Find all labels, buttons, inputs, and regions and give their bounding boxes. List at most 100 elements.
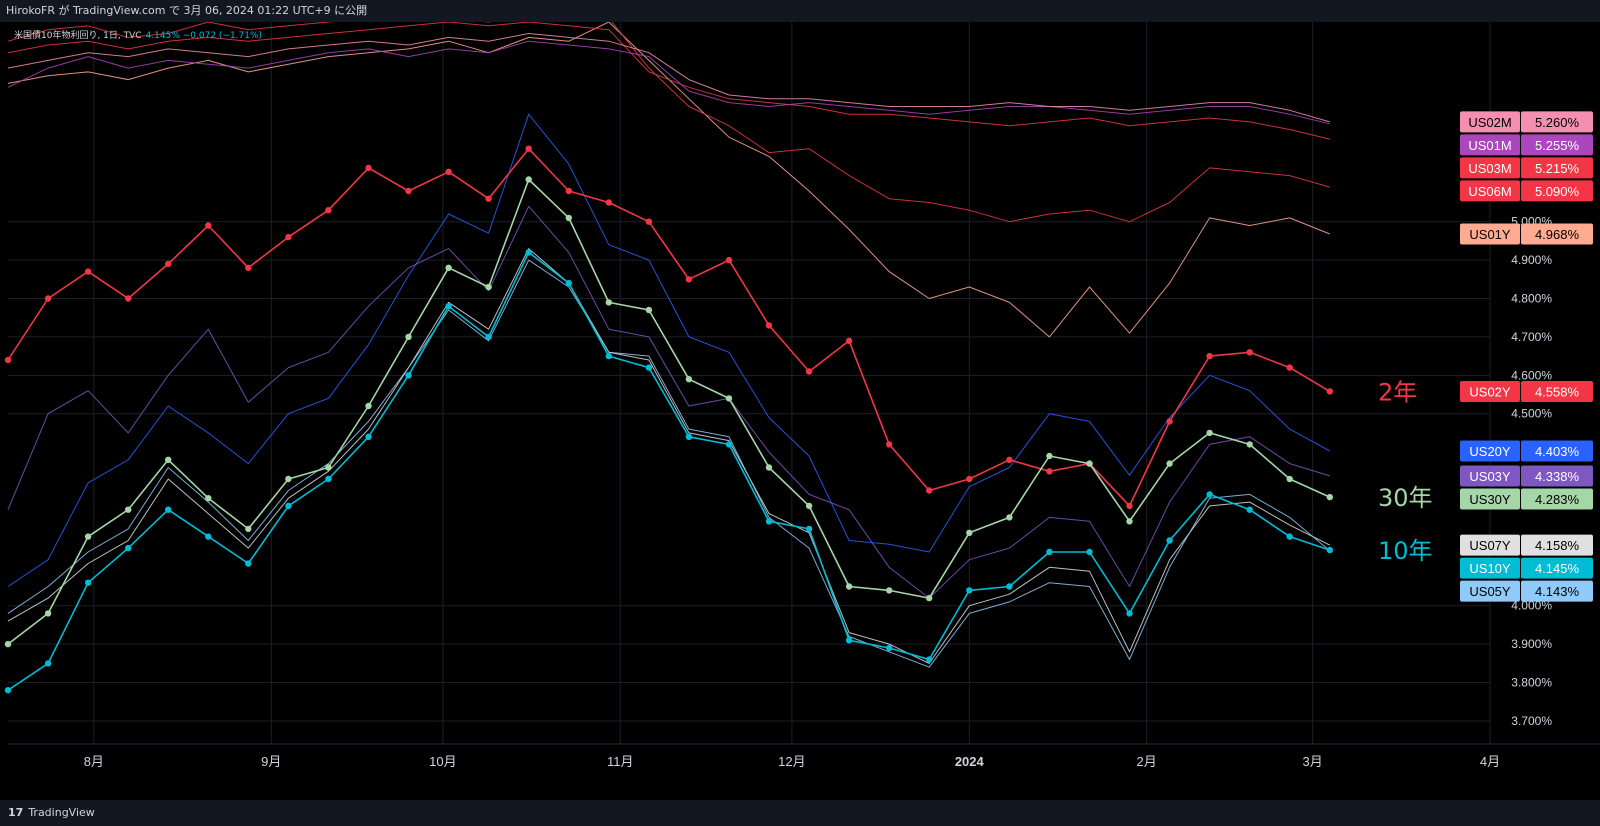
price-label-symbol: US02M bbox=[1468, 115, 1511, 130]
price-label-us02y: US02Y 4.558% bbox=[1460, 380, 1593, 402]
data-point bbox=[165, 260, 172, 268]
data-point bbox=[4, 640, 12, 648]
data-point bbox=[966, 529, 973, 536]
price-label-value: 5.260% bbox=[1535, 115, 1580, 130]
series-line-us05y bbox=[7, 259, 1331, 668]
data-point bbox=[1006, 583, 1013, 590]
price-label-symbol-box bbox=[1460, 157, 1520, 179]
data-point bbox=[645, 306, 653, 314]
price-label-value-box bbox=[1521, 134, 1593, 156]
price-label-us03y: US03Y 4.338% bbox=[1460, 465, 1593, 487]
brand-name[interactable]: TradingView bbox=[28, 806, 95, 819]
series-us06m bbox=[7, 22, 1330, 223]
price-label-value: 5.090% bbox=[1535, 184, 1580, 199]
series-us01m bbox=[7, 40, 1330, 125]
series-line-us30y bbox=[7, 178, 1331, 645]
price-label-value-box bbox=[1521, 580, 1593, 602]
series-us03y bbox=[7, 205, 1330, 599]
series-us30y bbox=[4, 176, 1334, 648]
series-us02y bbox=[4, 145, 1334, 510]
data-point bbox=[805, 525, 813, 533]
data-point bbox=[1126, 610, 1133, 617]
price-label-symbol-box bbox=[1460, 180, 1520, 202]
data-point bbox=[1246, 506, 1253, 513]
data-point bbox=[1206, 429, 1213, 437]
series-line-us02y bbox=[7, 147, 1331, 507]
price-label-symbol: US07Y bbox=[1469, 538, 1511, 553]
price-label-symbol: US20Y bbox=[1469, 444, 1511, 459]
data-point bbox=[445, 303, 452, 310]
footer-bar: 𝟭𝟳 TradingView bbox=[0, 800, 1600, 826]
price-label-symbol: US02Y bbox=[1469, 384, 1511, 399]
data-point bbox=[565, 279, 572, 287]
tv-logo-icon[interactable]: 𝟭𝟳 bbox=[8, 806, 24, 819]
data-point bbox=[886, 644, 893, 652]
publish-info-bar: HirokoFR が TradingView.com で 3月 06, 2024… bbox=[0, 0, 1600, 22]
price-label-value: 4.145% bbox=[1535, 561, 1580, 576]
data-point bbox=[765, 322, 773, 329]
data-point bbox=[1326, 388, 1334, 395]
data-point bbox=[1206, 352, 1213, 360]
data-point bbox=[4, 687, 12, 694]
legend-value: 4.145% −0.072 (−1.71%) bbox=[145, 31, 263, 41]
price-label-symbol: US30Y bbox=[1469, 492, 1511, 507]
x-tick-label: 2月 bbox=[1137, 754, 1157, 769]
series-us07y bbox=[7, 248, 1331, 664]
series-us10y bbox=[4, 249, 1334, 694]
price-label-symbol-box bbox=[1460, 223, 1520, 245]
price-label-symbol-box bbox=[1460, 440, 1520, 462]
y-tick-label: 4.600% bbox=[1511, 368, 1552, 382]
price-label-symbol-box bbox=[1460, 380, 1520, 402]
x-tick-label: 3月 bbox=[1303, 754, 1323, 769]
series-line-us01m bbox=[7, 40, 1330, 125]
data-point bbox=[485, 195, 492, 202]
data-point bbox=[926, 594, 933, 602]
data-point bbox=[966, 475, 973, 483]
x-tick-label: 12月 bbox=[778, 754, 805, 769]
y-axis: 5.000%4.900%4.800%4.700%4.600%4.500%4.00… bbox=[1511, 215, 1552, 728]
data-point bbox=[845, 583, 853, 590]
price-label-value-box bbox=[1521, 180, 1593, 202]
price-label-value: 4.403% bbox=[1535, 444, 1580, 459]
data-point bbox=[245, 525, 252, 533]
series-us05y bbox=[7, 259, 1331, 668]
price-label-value-box bbox=[1521, 223, 1593, 245]
price-label-us05y: US05Y 4.143% bbox=[1460, 580, 1593, 602]
price-label-symbol: US01M bbox=[1468, 138, 1511, 153]
data-point bbox=[926, 487, 933, 494]
series-line-us07y bbox=[7, 248, 1331, 664]
data-point bbox=[1086, 460, 1093, 467]
price-label-symbol-box bbox=[1460, 580, 1520, 602]
price-label-value: 5.255% bbox=[1535, 138, 1580, 153]
data-point bbox=[1286, 364, 1293, 371]
data-point bbox=[725, 395, 733, 402]
data-point bbox=[725, 441, 733, 448]
data-point bbox=[1006, 456, 1013, 463]
data-point bbox=[1166, 537, 1173, 544]
data-point bbox=[205, 495, 212, 502]
price-label-symbol: US03Y bbox=[1469, 469, 1511, 484]
data-point bbox=[1126, 518, 1133, 525]
data-point bbox=[125, 506, 132, 513]
price-label-value-box bbox=[1521, 534, 1593, 556]
x-axis: 8月 9月 10月 11月 12月 2024 2月 3月 4月 bbox=[0, 743, 1600, 800]
price-label-symbol: US01Y bbox=[1469, 227, 1511, 242]
data-point bbox=[405, 187, 412, 195]
data-point bbox=[1326, 493, 1334, 501]
chart-legend[interactable]: 米国債10年物利回り, 1日, TVC 4.145% −0.072 (−1.71%… bbox=[14, 28, 262, 41]
price-label-value: 4.338% bbox=[1535, 469, 1580, 484]
price-label-value-box bbox=[1521, 465, 1593, 487]
data-point bbox=[645, 218, 653, 225]
price-label-value: 4.558% bbox=[1535, 384, 1580, 399]
data-point bbox=[44, 610, 52, 617]
price-label-value-box bbox=[1521, 488, 1593, 510]
price-label-symbol: US10Y bbox=[1469, 561, 1511, 576]
price-label-us30y: US30Y 4.283% bbox=[1460, 488, 1593, 510]
data-point bbox=[805, 502, 813, 510]
series-line-us01y bbox=[7, 22, 1330, 338]
data-point bbox=[285, 475, 292, 483]
price-label-symbol-box bbox=[1460, 465, 1520, 487]
price-label-value: 4.143% bbox=[1535, 584, 1580, 599]
data-point bbox=[525, 176, 532, 183]
